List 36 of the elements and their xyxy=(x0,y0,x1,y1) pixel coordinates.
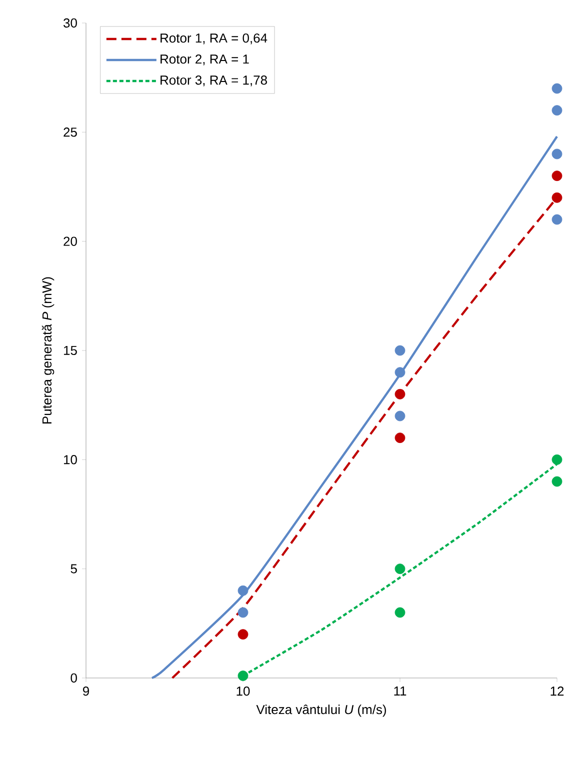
y-tick-label: 25 xyxy=(64,128,77,137)
x-axis-title: Viteza vântului U (m/s) xyxy=(256,704,386,717)
point xyxy=(394,345,406,356)
point xyxy=(238,629,248,640)
point xyxy=(552,454,562,465)
point xyxy=(394,410,406,422)
point xyxy=(238,607,248,618)
x-tick-label: 10 xyxy=(236,686,250,696)
point xyxy=(552,476,562,487)
point xyxy=(394,432,406,444)
legend-label: Rotor 3, RA = 1,78 xyxy=(160,75,267,86)
x-tick-label: 12 xyxy=(550,686,564,696)
legend-label: Rotor 1, RA = 0,64 xyxy=(160,33,268,44)
y-axis-title: Puterea generată P (mW) xyxy=(42,277,54,424)
point xyxy=(552,214,562,225)
point xyxy=(552,148,562,160)
point xyxy=(394,607,406,618)
point xyxy=(552,83,562,94)
y-tick-label: 0 xyxy=(70,673,77,683)
point xyxy=(552,105,562,116)
point xyxy=(394,564,406,574)
y-tick-label: 15 xyxy=(64,346,77,356)
point xyxy=(238,670,248,682)
point xyxy=(238,585,248,596)
x-tick-label: 11 xyxy=(394,686,406,696)
point xyxy=(552,170,562,182)
point xyxy=(552,192,562,203)
x-tick-label: 9 xyxy=(82,686,89,696)
y-tick-label: 5 xyxy=(70,564,77,574)
y-tick-label: 20 xyxy=(64,236,77,246)
y-tick-label: 10 xyxy=(64,455,77,464)
line-series xyxy=(150,135,558,680)
y-tick-label: 30 xyxy=(64,18,77,28)
point xyxy=(394,388,406,400)
point xyxy=(394,367,406,378)
legend-label: Rotor 2, RA = 1 xyxy=(160,54,249,66)
